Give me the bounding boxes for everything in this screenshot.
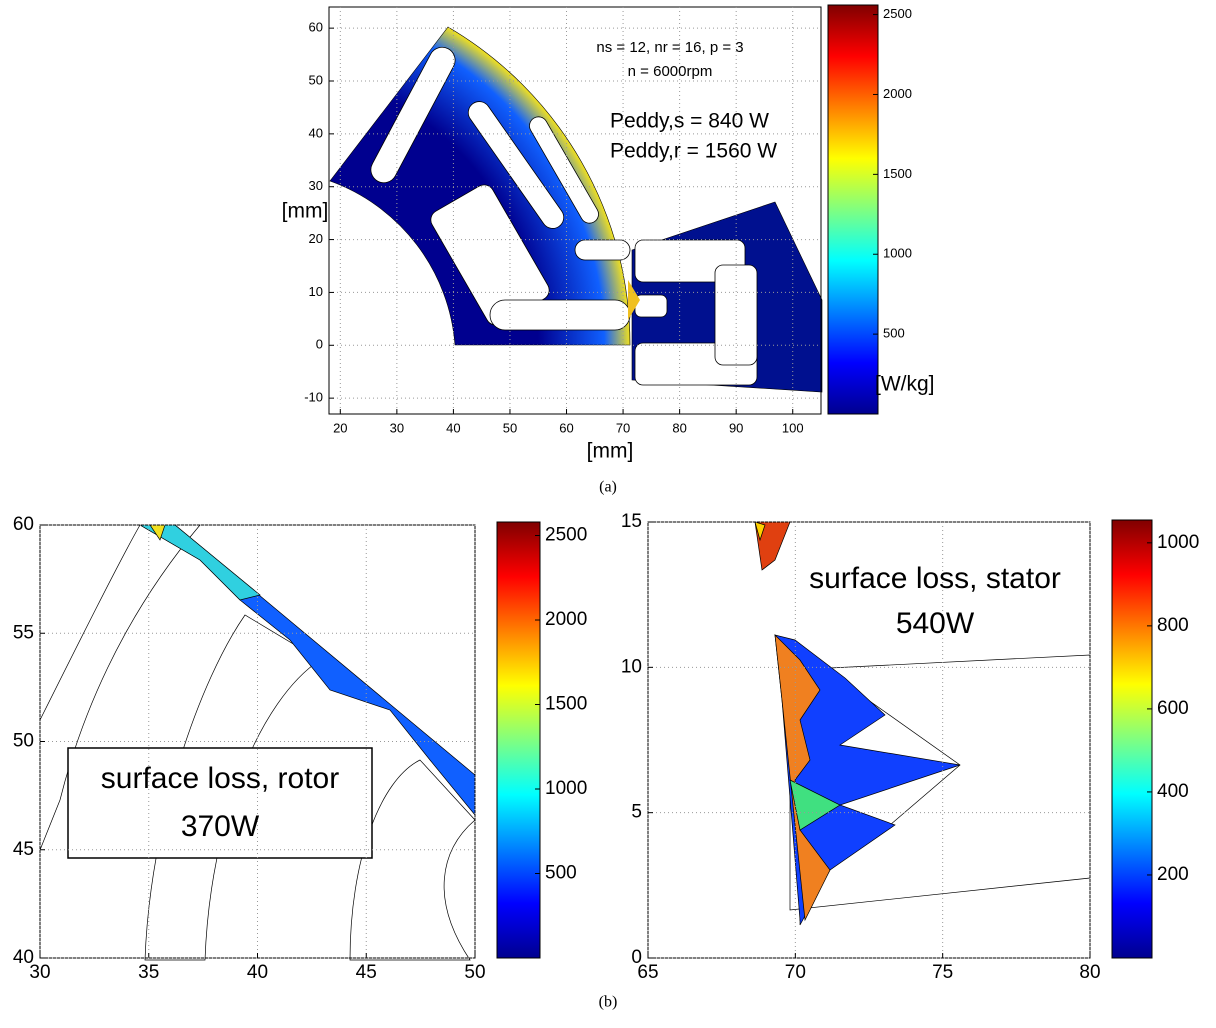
y-tick-label: 10 (309, 284, 323, 299)
x-tick-label: 100 (782, 420, 804, 435)
colorbar-label: [W/kg] (875, 373, 935, 396)
colorbar-tick-label: 800 (1157, 615, 1189, 636)
y-tick-label: -10 (304, 390, 323, 405)
x-tick-label: 50 (464, 962, 485, 983)
colorbar (827, 4, 879, 415)
colorbar-tick-label: 2000 (545, 609, 587, 630)
x-tick-label: 40 (247, 962, 268, 983)
annotation: surface loss, stator (809, 562, 1061, 595)
caption: (a) (599, 479, 617, 496)
y-tick-label: 0 (316, 337, 323, 352)
y-tick-label: 50 (13, 731, 34, 752)
y-tick-label: 55 (13, 622, 34, 643)
y-tick-label: 10 (621, 656, 642, 677)
stator-mesh (628, 201, 823, 393)
rotor-detail-mesh (39, 524, 476, 961)
colorbar-tick-label: 1000 (883, 246, 912, 261)
x-tick-label: 30 (29, 962, 50, 983)
x-tick-label: 60 (559, 420, 573, 435)
x-tick-label: 80 (672, 420, 686, 435)
x-tick-label: 65 (637, 962, 658, 983)
x-tick-label: 80 (1079, 962, 1100, 983)
annotation-box (67, 747, 373, 859)
y-tick-label: 0 (631, 947, 642, 968)
y-tick-label: 40 (309, 125, 323, 140)
colorbar-tick-label: 200 (1157, 864, 1189, 885)
y-tick-label: 60 (309, 20, 323, 35)
colorbar-tick-label: 400 (1157, 781, 1189, 802)
x-tick-label: 70 (785, 962, 806, 983)
x-tick-label: 40 (446, 420, 460, 435)
colorbar (1111, 519, 1153, 959)
x-axis-label: [mm] (587, 440, 634, 463)
colorbar (496, 521, 541, 959)
x-tick-label: 30 (390, 420, 404, 435)
colorbar-tick-label: 2500 (545, 525, 587, 546)
y-axis-label: [mm] (282, 200, 329, 223)
colorbar-tick-label: 500 (883, 326, 905, 341)
colorbar-tick-label: 500 (545, 863, 577, 884)
annotation: n = 6000rpm (628, 63, 713, 80)
colorbar-tick-label: 1500 (545, 694, 587, 715)
colorbar-tick-label: 600 (1157, 698, 1189, 719)
annotation: Peddy,r = 1560 W (610, 140, 777, 163)
x-tick-label: 75 (932, 962, 953, 983)
annotation: ns = 12, nr = 16, p = 3 (596, 39, 743, 56)
colorbar-tick-label: 1000 (545, 778, 587, 799)
x-tick-label: 20 (333, 420, 347, 435)
colorbar-tick-label: 2500 (883, 6, 912, 21)
x-tick-label: 50 (503, 420, 517, 435)
rotor-mesh (329, 26, 631, 346)
colorbar-tick-label: 2000 (883, 86, 912, 101)
annotation: surface loss, rotor (101, 762, 339, 795)
x-tick-label: 35 (138, 962, 159, 983)
y-tick-label: 20 (309, 231, 323, 246)
x-tick-label: 90 (729, 420, 743, 435)
x-tick-label: 70 (616, 420, 630, 435)
caption: (b) (599, 994, 618, 1011)
colorbar-tick-label: 1500 (883, 166, 912, 181)
y-tick-label: 45 (13, 839, 34, 860)
y-tick-label: 40 (13, 947, 34, 968)
y-tick-label: 30 (309, 178, 323, 193)
colorbar-tick-label: 1000 (1157, 532, 1199, 553)
annotation: Peddy,s = 840 W (610, 110, 769, 133)
y-tick-label: 50 (309, 72, 323, 87)
y-tick-label: 60 (13, 514, 34, 535)
x-tick-label: 45 (356, 962, 377, 983)
annotation: 370W (181, 810, 260, 843)
y-tick-label: 5 (631, 802, 642, 823)
annotation: 540W (896, 607, 975, 640)
y-tick-label: 15 (621, 511, 642, 532)
axes-frame (328, 6, 822, 415)
stator-detail-mesh (754, 521, 1091, 926)
